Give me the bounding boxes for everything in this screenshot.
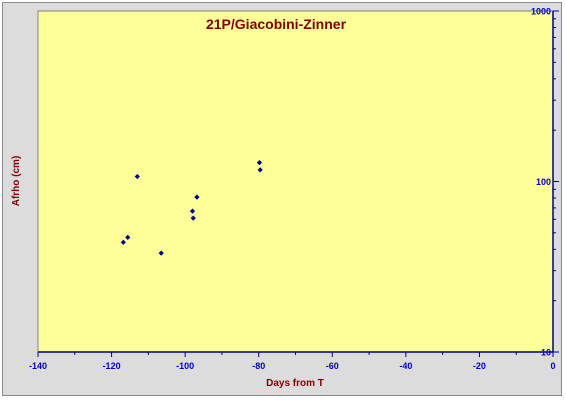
data-point bbox=[125, 234, 131, 241]
x-tick-label: -60 bbox=[326, 361, 339, 371]
data-point bbox=[134, 173, 140, 180]
x-tick-label: -20 bbox=[473, 361, 486, 371]
data-points bbox=[120, 160, 263, 256]
x-tick-label: -140 bbox=[29, 361, 47, 371]
data-point bbox=[194, 194, 200, 200]
y-tick-label: 100 bbox=[536, 177, 551, 187]
data-point bbox=[158, 250, 164, 256]
x-axis: -140 -120 -100 -80 -60 -40 -20 0 bbox=[29, 351, 556, 371]
data-point bbox=[257, 167, 263, 173]
data-point bbox=[190, 215, 196, 221]
plot-area bbox=[37, 10, 554, 353]
y-axis-label: Afrho (cm) bbox=[11, 156, 22, 207]
data-point bbox=[256, 160, 263, 166]
x-tick-label: -40 bbox=[399, 361, 412, 371]
x-tick-label: -100 bbox=[176, 361, 194, 371]
data-point bbox=[120, 239, 126, 245]
y-axis: 10 100 1000 bbox=[531, 7, 559, 358]
y-tick-label: 10 bbox=[541, 348, 551, 358]
data-point bbox=[189, 208, 196, 214]
x-tick-label: -80 bbox=[252, 361, 265, 371]
x-axis-label: Days from T bbox=[266, 378, 324, 389]
x-tick-label: 0 bbox=[550, 361, 555, 371]
x-tick-label: -120 bbox=[103, 361, 121, 371]
chart-title: 21P/Giacobini-Zinner bbox=[206, 16, 347, 32]
y-tick-label: 1000 bbox=[531, 7, 551, 17]
